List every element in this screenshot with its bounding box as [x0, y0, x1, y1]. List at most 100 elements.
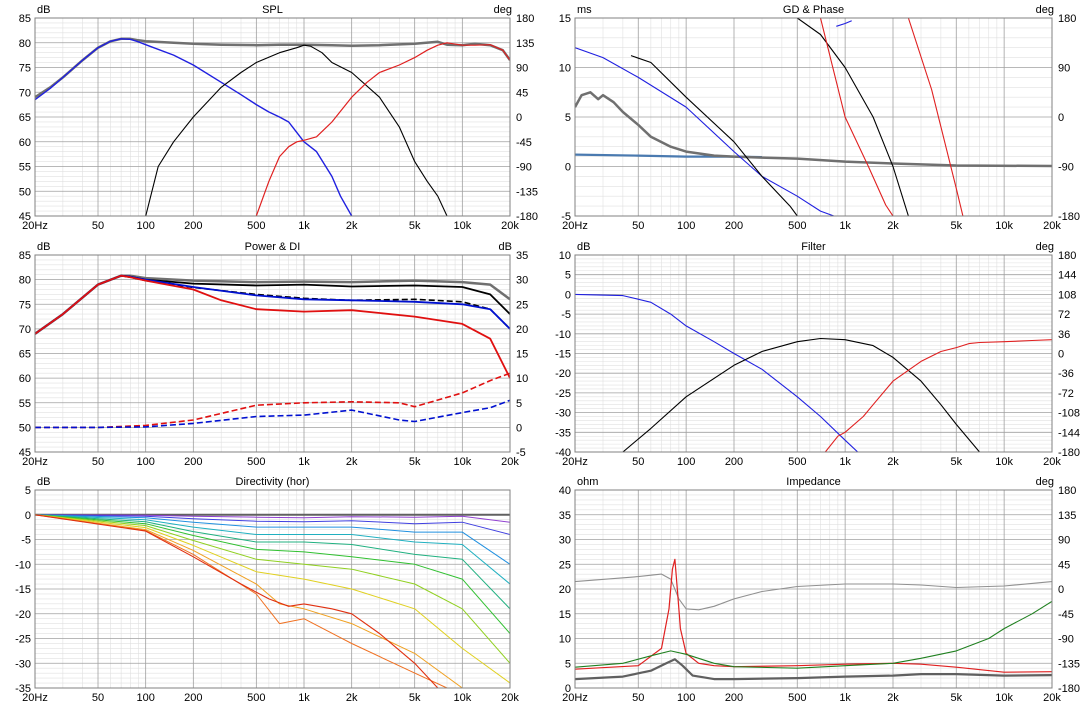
- y-tick-label: -5: [561, 211, 571, 223]
- series-line: [575, 91, 1052, 168]
- x-tick-label: 500: [247, 456, 265, 468]
- y-tick-label: 5: [25, 485, 31, 497]
- series-line: [907, 18, 964, 216]
- y2-tick-label: -108: [1058, 408, 1080, 420]
- y-tick-label: 40: [559, 485, 571, 497]
- x-tick-label: 2k: [346, 220, 358, 232]
- y2-tick-label: 180: [1058, 485, 1076, 497]
- x-tick-label: 1k: [839, 692, 851, 704]
- x-tick-label: 10k: [453, 220, 471, 232]
- x-tick-label: 500: [247, 692, 265, 704]
- x-tick-label: 100: [136, 220, 154, 232]
- y2-tick-label: 5: [516, 398, 522, 410]
- x-tick-label: 20k: [501, 220, 519, 232]
- x-tick-label: 200: [725, 220, 743, 232]
- y-tick-label: 20: [559, 584, 571, 596]
- x-tick-label: 1k: [298, 692, 310, 704]
- series-line: [35, 514, 463, 688]
- y2-tick-label: -180: [1058, 447, 1080, 459]
- y2-tick-label: 45: [516, 87, 528, 99]
- series-line: [35, 372, 510, 429]
- y-tick-label: 15: [559, 609, 571, 621]
- x-tick-label: 10k: [995, 220, 1013, 232]
- y2-tick-label: -180: [1058, 683, 1080, 695]
- y-tick-label: 10: [559, 634, 571, 646]
- series-line: [796, 18, 909, 216]
- x-tick-label: 100: [677, 220, 695, 232]
- y2-tick-label: 0: [516, 422, 522, 434]
- y2-tick-label: 15: [516, 349, 528, 361]
- y-tick-label: -30: [15, 658, 31, 670]
- y-tick-label: 65: [19, 349, 31, 361]
- y-tick-label: -20: [15, 609, 31, 621]
- series-line: [824, 339, 1052, 452]
- y2-tick-label: 90: [1058, 535, 1070, 547]
- y2-tick-label: -180: [516, 211, 538, 223]
- chart-title: SPL: [262, 4, 283, 16]
- x-tick-label: 20Hz: [562, 692, 588, 704]
- y2-tick-label: -45: [516, 137, 532, 149]
- y2-tick-label: 0: [1058, 349, 1064, 361]
- y-tick-label: 60: [19, 137, 31, 149]
- y2-tick-label: 90: [516, 63, 528, 75]
- x-tick-label: 100: [136, 692, 154, 704]
- y2-tick-label: -36: [1058, 368, 1074, 380]
- x-tick-label: 10k: [995, 692, 1013, 704]
- series-line: [35, 514, 510, 634]
- y2-tick-label: -72: [1058, 388, 1074, 400]
- y-tick-label: -20: [555, 368, 571, 380]
- x-tick-label: 50: [92, 692, 104, 704]
- x-tick-label: 200: [184, 692, 202, 704]
- y2-tick-label: -5: [516, 447, 526, 459]
- x-tick-label: 50: [92, 456, 104, 468]
- y-tick-label: -10: [555, 329, 571, 341]
- y2-tick-label: 135: [516, 38, 534, 50]
- y2-tick-label: 180: [516, 13, 534, 25]
- series-group: [35, 513, 510, 688]
- series-group: [575, 293, 1052, 452]
- series-group: [575, 558, 1052, 681]
- x-tick-label: 20Hz: [562, 456, 588, 468]
- y-tick-label: 55: [19, 398, 31, 410]
- y2-tick-label: -180: [1058, 211, 1080, 223]
- left-unit-label: dB: [37, 4, 50, 16]
- y2-tick-label: -90: [1058, 634, 1074, 646]
- x-tick-label: 1k: [298, 456, 310, 468]
- y-tick-label: 5: [565, 658, 571, 670]
- y-tick-label: 85: [19, 250, 31, 262]
- x-tick-label: 2k: [887, 456, 899, 468]
- y-tick-label: -35: [15, 683, 31, 695]
- chart-filter: 20Hz 50 100 200 500 1k 2k 5k 10k 20k-40-35-30-25-…: [555, 241, 1080, 468]
- series-group: [35, 37, 510, 216]
- series-line: [35, 274, 510, 379]
- x-tick-label: 500: [788, 220, 806, 232]
- x-tick-label: 20k: [501, 456, 519, 468]
- x-tick-label: 20Hz: [562, 220, 588, 232]
- x-tick-label: 5k: [409, 692, 421, 704]
- x-tick-label: 1k: [298, 220, 310, 232]
- x-tick-label: 20k: [1043, 692, 1061, 704]
- x-tick-label: 20Hz: [22, 220, 48, 232]
- x-tick-label: 2k: [346, 456, 358, 468]
- x-tick-label: 1k: [839, 456, 851, 468]
- y2-tick-label: -45: [1058, 609, 1074, 621]
- series-line: [35, 514, 439, 688]
- chart-title: Power & DI: [245, 241, 301, 253]
- series-line: [35, 514, 510, 585]
- series-line: [35, 514, 448, 688]
- chart-title: GD & Phase: [783, 4, 844, 16]
- chart-power: 20Hz 50 100 200 500 1k 2k 5k 10k 20k4550556065707…: [19, 241, 529, 468]
- y-tick-label: -30: [555, 408, 571, 420]
- left-unit-label: ohm: [577, 476, 598, 488]
- series-line: [836, 20, 852, 27]
- series-line: [35, 399, 510, 429]
- x-tick-label: 2k: [887, 692, 899, 704]
- y-tick-label: 80: [19, 38, 31, 50]
- series-line: [575, 293, 859, 452]
- y2-tick-label: 144: [1058, 270, 1076, 282]
- chart-directivity: 20Hz 50 100 200 500 1k 2k 5k 10k 20k-35-30-25-20-…: [15, 476, 519, 704]
- y-tick-label: -5: [561, 309, 571, 321]
- series-line: [35, 514, 510, 610]
- series-line: [35, 514, 510, 565]
